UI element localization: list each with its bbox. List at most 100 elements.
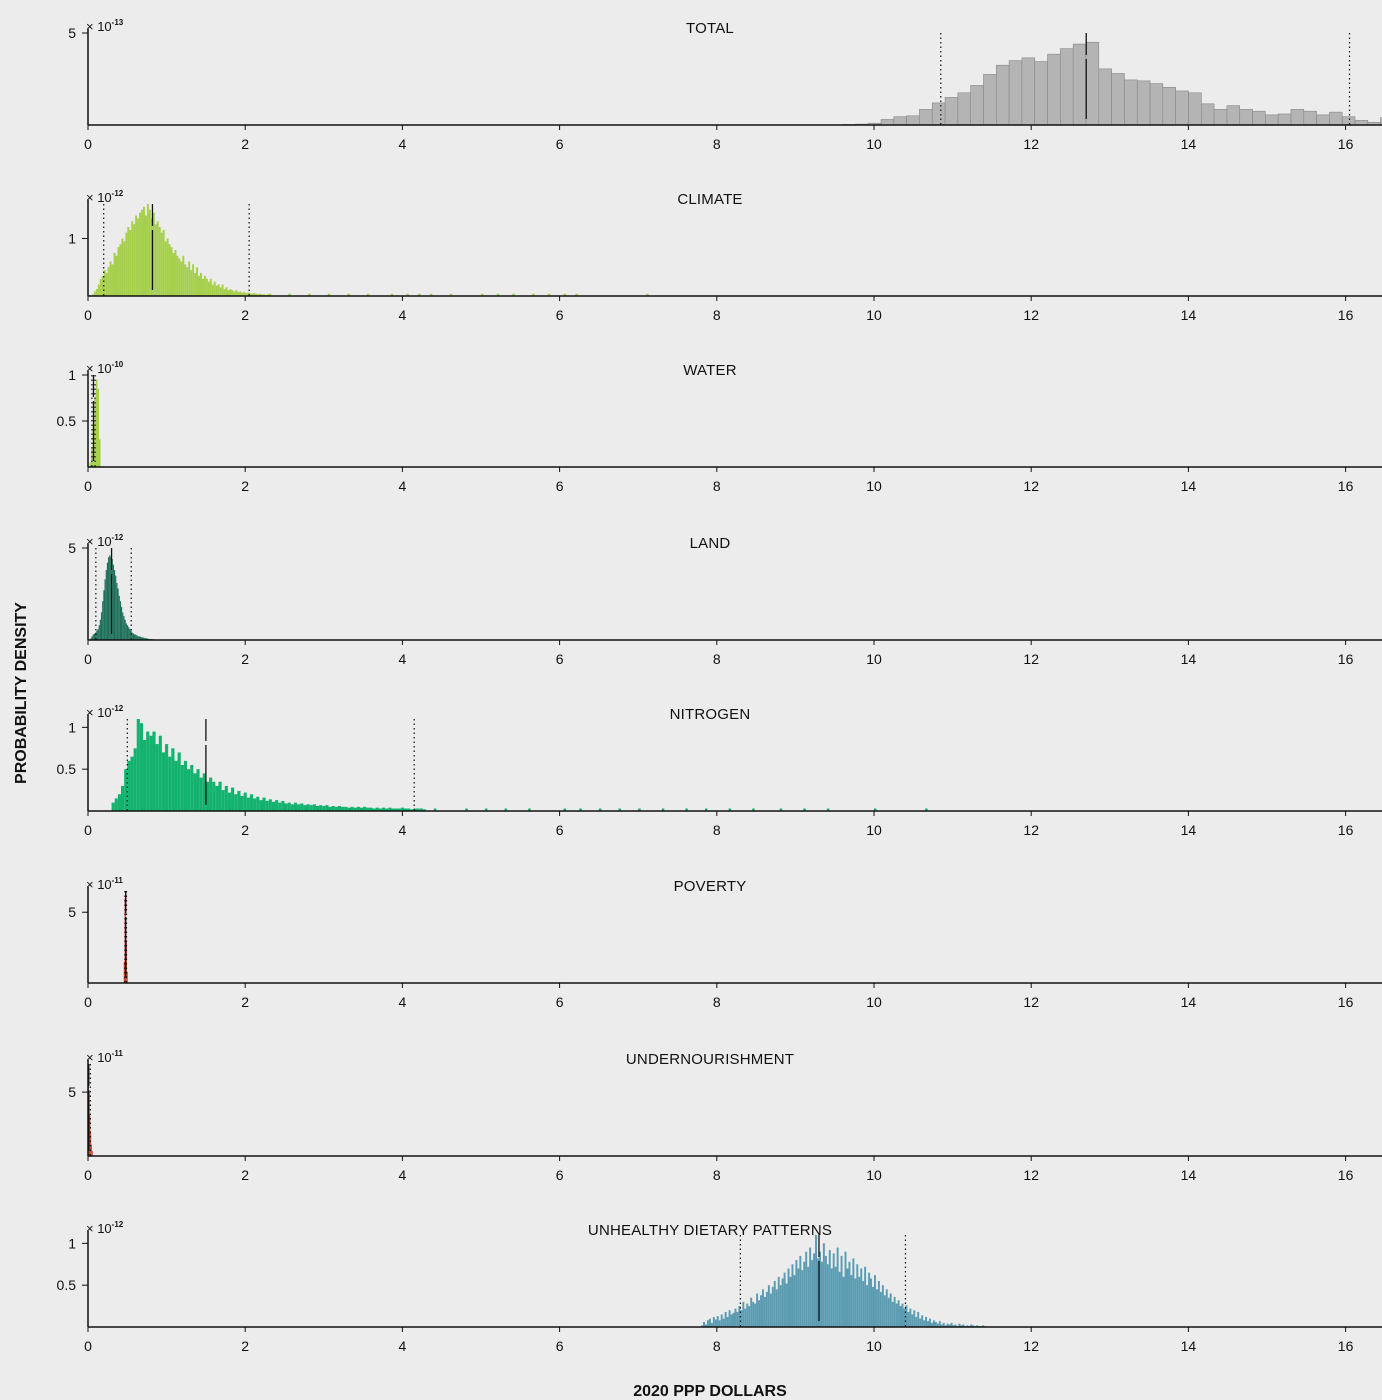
y-scale-multiplier: × 10-12	[86, 704, 124, 720]
histogram-bar	[253, 293, 256, 297]
histogram-bar	[164, 241, 167, 297]
histogram-bar	[90, 638, 92, 640]
x-tick-label: 2	[241, 1338, 249, 1354]
histogram-bar	[91, 636, 93, 640]
histogram-bar	[347, 293, 350, 296]
histogram-bar	[130, 756, 134, 811]
histogram-bars	[91, 204, 649, 297]
histogram-bar	[89, 1115, 91, 1156]
histogram-bar	[129, 229, 132, 297]
histogram-bar	[328, 806, 332, 811]
panel-unhealthy-dietary-patterns: UNHEALTHY DIETARY PATTERNS 0 2 4 6 8 10 12 14 16 1…	[57, 1220, 1382, 1354]
histogram-bar	[235, 290, 238, 296]
x-tick-label: 16	[1338, 994, 1354, 1010]
histogram-bar	[925, 808, 928, 811]
histogram-bar	[834, 1266, 837, 1327]
histogram-bar	[862, 1281, 865, 1327]
x-tick-label: 12	[1023, 478, 1039, 494]
histogram-bar	[1265, 114, 1279, 126]
histogram-bar	[309, 805, 313, 811]
histogram-bar	[90, 1133, 92, 1156]
histogram-bar	[155, 744, 159, 811]
histogram-bar	[907, 1311, 910, 1327]
histogram-bar	[828, 1250, 831, 1327]
histogram-bar	[141, 637, 143, 640]
multiplier-exponent: -13	[112, 18, 124, 27]
histogram-bar	[182, 255, 185, 296]
multiplier-exponent: -12	[112, 533, 124, 542]
histogram-bar	[262, 294, 265, 296]
y-scale-multiplier: × 10-11	[86, 1049, 123, 1065]
histogram-bar	[771, 1286, 774, 1327]
histogram-bar	[143, 637, 145, 640]
histogram-bar	[135, 215, 138, 296]
x-tick-label: 12	[1023, 822, 1039, 838]
histogram-bar	[970, 85, 984, 126]
x-axis-label: 2020 PPP DOLLARS	[633, 1383, 787, 1400]
histogram-bar	[705, 808, 708, 811]
histogram-bar	[736, 1311, 739, 1327]
histogram-bar	[803, 808, 806, 811]
histogram-bar	[100, 612, 103, 640]
histogram-bar	[126, 971, 128, 983]
histogram-bar	[312, 804, 316, 811]
histogram-bar	[547, 293, 551, 296]
histogram-bar	[897, 1300, 900, 1327]
histogram-bar	[133, 224, 136, 297]
histogram-bar	[256, 294, 259, 296]
x-tick-label: 4	[399, 994, 407, 1010]
histogram-bar	[504, 808, 508, 811]
histogram-bar	[255, 293, 257, 296]
histogram-bar	[838, 1271, 841, 1327]
histogram-bar	[91, 1144, 92, 1156]
histogram-bar	[793, 1275, 796, 1327]
histogram-bar	[188, 261, 191, 296]
histogram-bar	[889, 1293, 892, 1327]
histogram-bar	[231, 290, 234, 296]
histogram-bar	[363, 806, 367, 811]
histogram-bar	[233, 291, 236, 296]
histogram-bar	[758, 1300, 761, 1327]
histogram-bar	[381, 807, 386, 811]
histogram-bar	[854, 1278, 857, 1327]
histogram-bar	[822, 1243, 825, 1327]
y-scale-multiplier: × 10-11	[86, 876, 123, 892]
histogram-bar	[661, 808, 665, 811]
histogram-bar	[779, 1285, 782, 1327]
histogram-bar	[957, 92, 971, 126]
histogram-bar	[1316, 114, 1330, 126]
histogram-bar	[187, 769, 191, 811]
histogram-bar	[136, 635, 138, 640]
histogram-bar	[240, 795, 244, 811]
histogram-bar	[116, 582, 118, 640]
histogram-bar	[1111, 73, 1125, 126]
histogram-bar	[205, 278, 208, 296]
histogram-bar	[809, 1247, 812, 1327]
histogram-bar	[178, 258, 181, 297]
histogram-bar	[1188, 92, 1202, 126]
multiplier-base: × 10	[86, 877, 112, 892]
histogram-bar	[761, 1289, 764, 1327]
histogram-bar	[881, 1285, 884, 1327]
histogram-bar	[158, 227, 161, 296]
panel-undernourishment: UNDERNOURISHMENT 0 2 4 6 8 10 12 14 16 5 × 10-11	[68, 1049, 1382, 1183]
histogram-bar	[366, 807, 370, 811]
x-tick-label: 4	[399, 651, 407, 667]
histogram-bar	[820, 1261, 823, 1327]
histogram-bar	[124, 619, 126, 640]
histogram-bar	[136, 719, 140, 811]
x-tick-label: 2	[241, 478, 249, 494]
x-tick-label: 2	[241, 1167, 249, 1183]
histogram-bar	[93, 633, 96, 640]
histogram-bar	[846, 1268, 849, 1327]
multiplier-base: × 10	[86, 19, 112, 34]
histogram-bar	[397, 808, 401, 811]
histogram-bar	[927, 1321, 930, 1327]
histogram-bar	[932, 1320, 935, 1327]
histogram-bar	[211, 284, 214, 296]
histogram-bar	[217, 284, 220, 296]
histogram-bar	[94, 398, 96, 467]
histogram-bar	[200, 273, 202, 296]
histogram-bar	[96, 630, 98, 640]
